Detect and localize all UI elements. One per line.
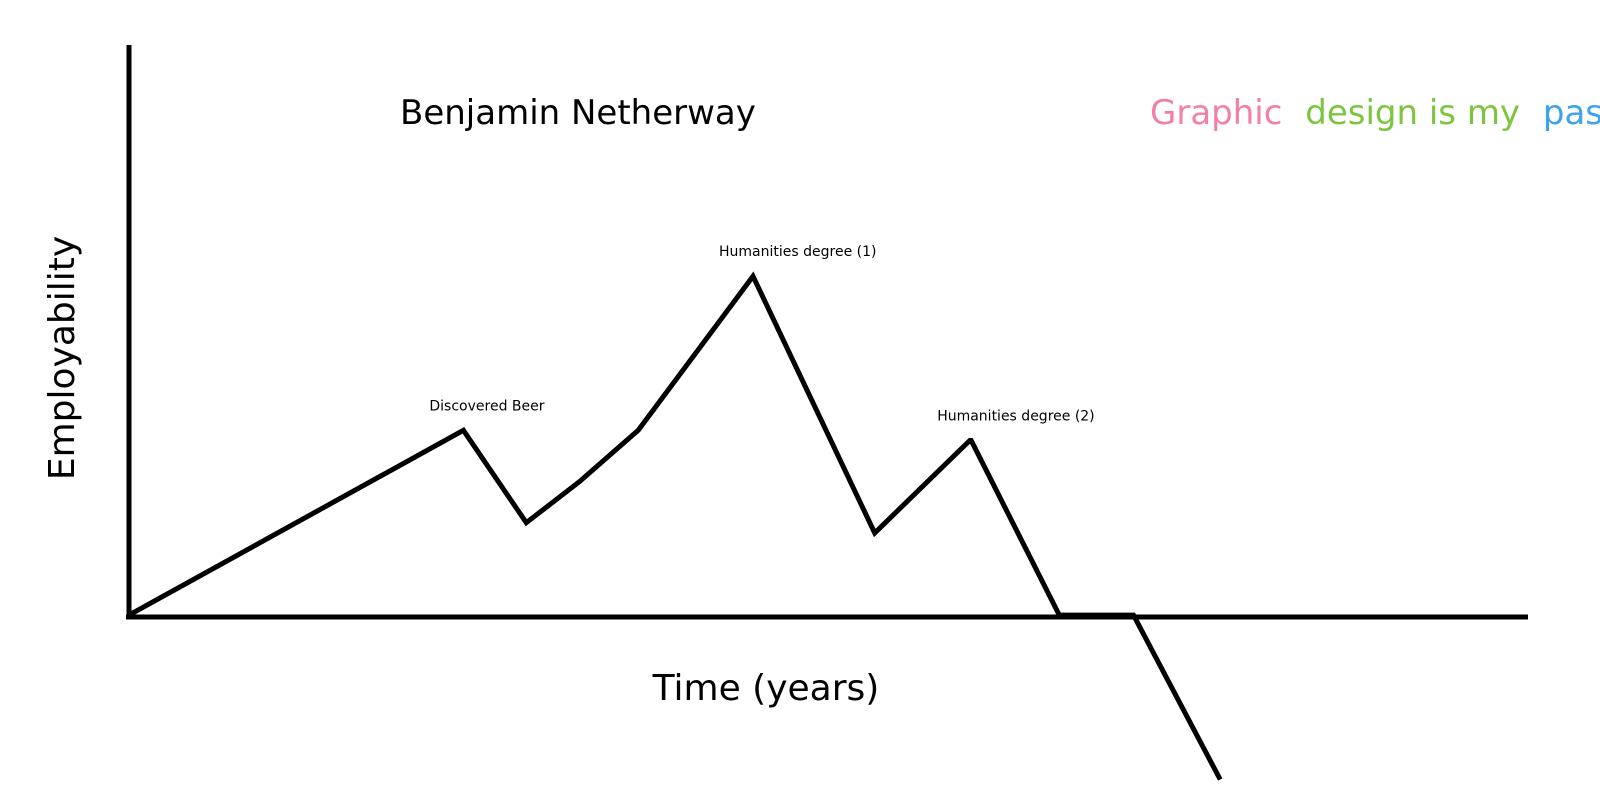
tagline-word-3: passion xyxy=(1543,93,1600,133)
tagline-word-1: Graphic xyxy=(1150,93,1282,133)
chart-title: Benjamin Netherway xyxy=(400,93,756,133)
tagline-word-2: design is my xyxy=(1305,93,1520,133)
annotations: Discovered Beer Humanities degree (1) Huma… xyxy=(429,244,1094,424)
employability-series-line xyxy=(127,271,1223,781)
annotation-1: Discovered Beer xyxy=(429,398,544,414)
annotation-2: Humanities degree (1) xyxy=(719,244,876,260)
y-axis-label: Employability xyxy=(42,236,83,480)
tagline: Graphic design is my passion xyxy=(1150,93,1600,133)
x-axis-label: Time (years) xyxy=(652,668,880,709)
annotation-3: Humanities degree (2) xyxy=(937,409,1094,425)
